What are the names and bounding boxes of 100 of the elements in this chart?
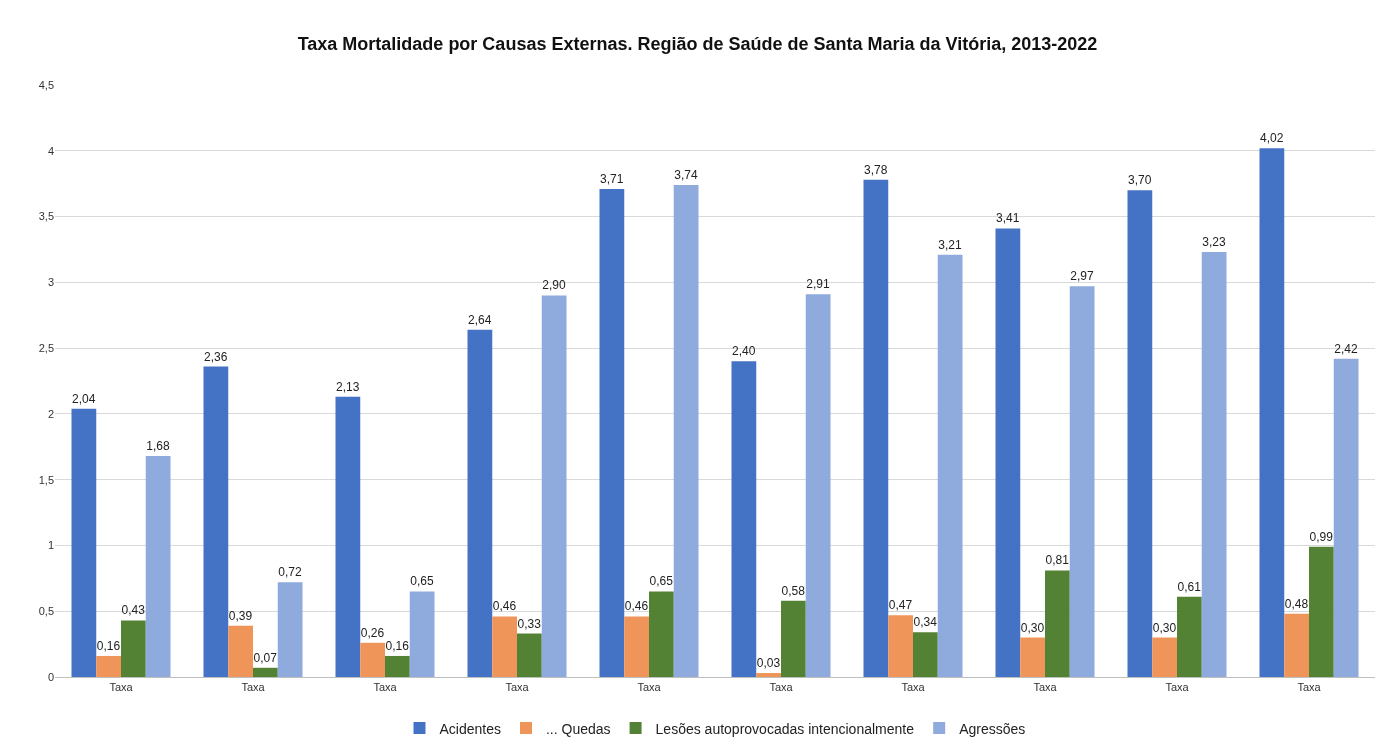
bar	[360, 642, 385, 677]
bar	[649, 591, 674, 677]
y-tick-label: 3,5	[38, 210, 54, 223]
data-label: 3,70	[1128, 173, 1152, 188]
data-label: 0,46	[492, 599, 517, 614]
chart-title: Taxa Mortalidade por Causas Externas. Região de Saúde de Santa Maria da Vitória, 2013-2022	[297, 34, 1098, 55]
data-label: 1,68	[146, 438, 170, 453]
bar	[1259, 148, 1285, 677]
bar	[1284, 613, 1309, 677]
data-label: 0,65	[410, 574, 434, 589]
legend-label: Agressões	[959, 720, 1026, 737]
bar	[96, 655, 121, 677]
y-tick-label: 0,5	[38, 605, 54, 618]
x-tick-label: Taxa	[109, 681, 134, 694]
bar	[1020, 637, 1045, 677]
bar	[1045, 570, 1070, 677]
data-label: 0,58	[781, 583, 806, 598]
data-label: 0,34	[913, 615, 938, 630]
bar	[1177, 596, 1202, 677]
data-label: 3,78	[864, 162, 888, 177]
legend-label: ... Quedas	[545, 720, 611, 737]
data-label: 0,26	[360, 625, 385, 640]
data-label: 3,71	[600, 171, 624, 186]
data-label: 0,39	[228, 608, 253, 623]
bar	[913, 632, 938, 677]
bar	[863, 179, 889, 677]
bar	[1309, 546, 1334, 677]
y-tick-label: 4	[47, 144, 54, 157]
bar	[121, 620, 146, 677]
data-label: 0,03	[756, 656, 781, 671]
data-label: 2,64	[468, 312, 492, 327]
bar	[1333, 358, 1359, 677]
bar	[409, 591, 435, 677]
data-label: 2,13	[336, 379, 360, 394]
bar	[673, 184, 699, 677]
x-tick-label: Taxa	[901, 681, 926, 694]
data-label: 0,30	[1020, 620, 1045, 635]
x-tick-label: Taxa	[769, 681, 794, 694]
data-label: 0,46	[624, 599, 649, 614]
bar	[1152, 637, 1177, 677]
data-label: 2,04	[72, 391, 96, 406]
bar	[145, 455, 171, 677]
x-tick-label: Taxa	[241, 681, 266, 694]
bar	[995, 228, 1021, 677]
legend-label: Lesões autoprovocadas intencionalmente	[655, 720, 915, 737]
x-tick-label: Taxa	[505, 681, 530, 694]
x-tick-label: Taxa	[1165, 681, 1190, 694]
data-label: 0,30	[1152, 620, 1177, 635]
data-label: 3,23	[1202, 235, 1226, 250]
bar	[756, 673, 781, 677]
bar	[731, 361, 757, 677]
bar	[888, 615, 913, 677]
bar	[1201, 252, 1227, 677]
bar	[1127, 190, 1153, 677]
bar	[624, 616, 649, 677]
bar	[253, 667, 278, 677]
y-tick-label: 1,5	[38, 473, 54, 486]
data-label: 0,07	[253, 650, 278, 665]
bar	[781, 600, 806, 677]
bar	[467, 329, 493, 677]
y-tick-label: 3	[47, 276, 54, 289]
bar	[1069, 286, 1095, 677]
data-label: 0,61	[1177, 579, 1202, 594]
x-tick-label: Taxa	[373, 681, 398, 694]
bar	[599, 188, 625, 677]
y-tick-label: 1	[47, 539, 54, 552]
data-label: 3,21	[938, 237, 962, 252]
y-tick-label: 2	[47, 407, 54, 420]
bar	[492, 616, 517, 677]
data-label: 3,41	[996, 211, 1020, 226]
data-label: 0,33	[517, 616, 542, 631]
bar	[805, 294, 831, 677]
bar	[277, 582, 303, 677]
data-label: 2,36	[204, 349, 228, 364]
bar	[203, 366, 229, 677]
bar	[517, 633, 542, 677]
data-label: 0,81	[1045, 553, 1070, 568]
bar	[335, 396, 361, 677]
data-label: 2,40	[732, 344, 756, 359]
y-tick-label: 2,5	[38, 341, 54, 354]
legend-label: Acidentes	[439, 720, 501, 737]
data-label: 2,42	[1334, 341, 1358, 356]
x-tick-label: Taxa	[637, 681, 662, 694]
data-label: 4,02	[1260, 131, 1284, 146]
y-tick-label: 0	[47, 670, 54, 683]
data-label: 2,97	[1070, 269, 1094, 284]
bar	[71, 408, 97, 677]
x-tick-label: Taxa	[1297, 681, 1322, 694]
data-label: 0,43	[121, 603, 146, 618]
bar	[541, 295, 567, 677]
data-label: 2,91	[806, 277, 830, 292]
data-label: 0,72	[278, 565, 302, 580]
data-label: 0,65	[649, 574, 674, 589]
data-label: 2,90	[542, 278, 566, 293]
data-label: 0,99	[1309, 529, 1334, 544]
bar	[937, 254, 963, 677]
data-label: 0,47	[888, 598, 913, 613]
y-tick-label: 4,5	[38, 78, 54, 91]
bar	[228, 625, 253, 677]
data-label: 3,74	[674, 167, 698, 182]
